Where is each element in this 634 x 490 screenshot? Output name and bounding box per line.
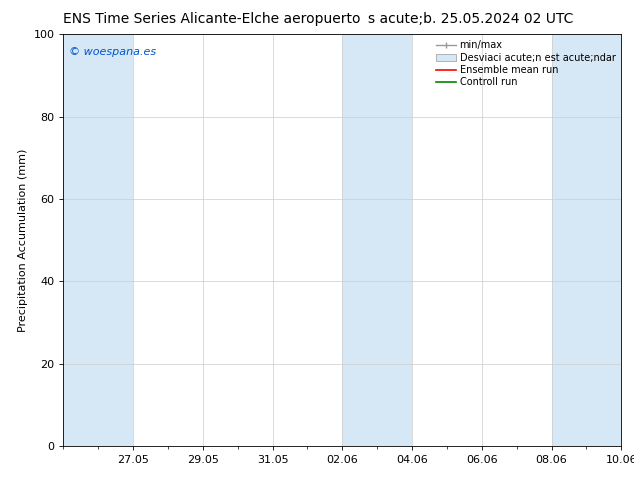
Legend: min/max, Desviaci acute;n est acute;ndar, Ensemble mean run, Controll run: min/max, Desviaci acute;n est acute;ndar… xyxy=(432,36,619,91)
Text: ENS Time Series Alicante-Elche aeropuerto: ENS Time Series Alicante-Elche aeropuert… xyxy=(63,12,361,26)
Text: © woespana.es: © woespana.es xyxy=(69,47,156,57)
Bar xyxy=(63,34,133,446)
Y-axis label: Precipitation Accumulation (mm): Precipitation Accumulation (mm) xyxy=(18,148,28,332)
Bar xyxy=(552,34,634,446)
Bar xyxy=(342,34,412,446)
Text: s acute;b. 25.05.2024 02 UTC: s acute;b. 25.05.2024 02 UTC xyxy=(368,12,573,26)
